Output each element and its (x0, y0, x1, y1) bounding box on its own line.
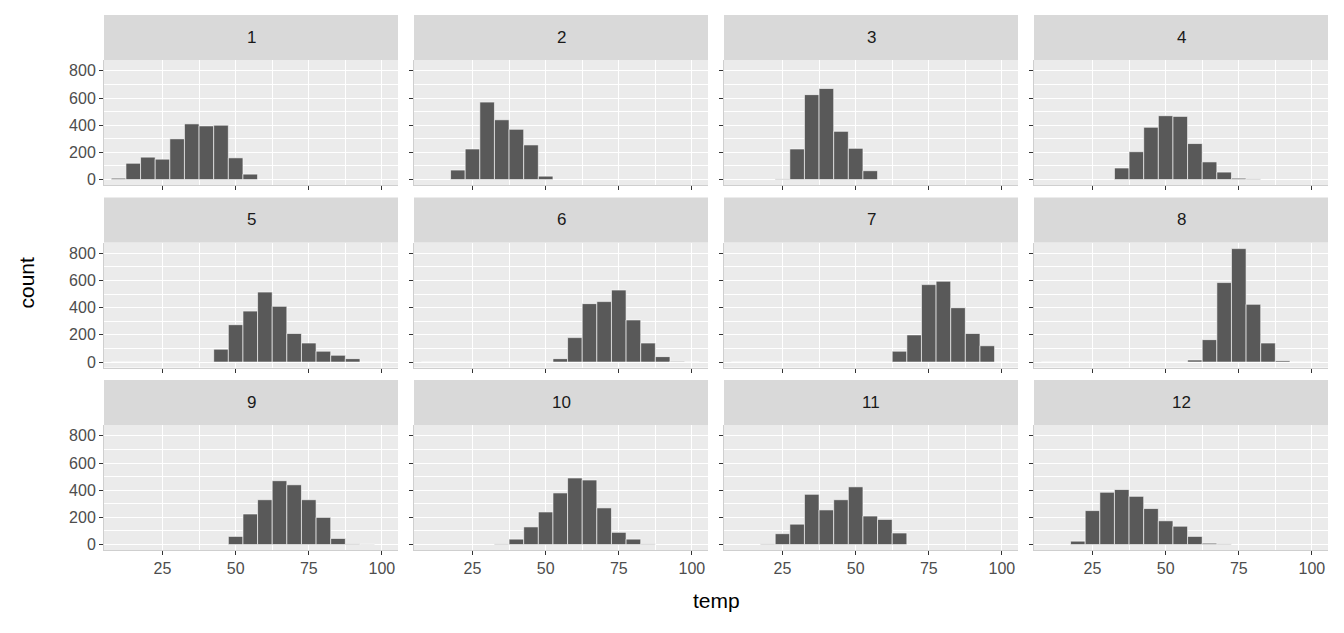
svg-text:100: 100 (679, 560, 706, 577)
svg-text:25: 25 (464, 560, 482, 577)
svg-text:800: 800 (69, 427, 96, 444)
svg-text:400: 400 (69, 299, 96, 316)
svg-text:100: 100 (1299, 560, 1326, 577)
svg-text:50: 50 (847, 560, 865, 577)
svg-text:1: 1 (247, 28, 256, 47)
svg-text:100: 100 (369, 560, 396, 577)
svg-text:12: 12 (1172, 393, 1191, 412)
svg-text:600: 600 (69, 272, 96, 289)
svg-text:4: 4 (1177, 28, 1186, 47)
svg-text:25: 25 (1084, 560, 1102, 577)
svg-text:temp: temp (693, 589, 740, 612)
svg-text:200: 200 (69, 144, 96, 161)
svg-text:600: 600 (69, 455, 96, 472)
svg-text:75: 75 (300, 560, 318, 577)
svg-text:9: 9 (247, 393, 256, 412)
svg-text:400: 400 (69, 482, 96, 499)
svg-text:8: 8 (1177, 210, 1186, 229)
svg-text:25: 25 (154, 560, 172, 577)
svg-text:200: 200 (69, 326, 96, 343)
svg-text:7: 7 (867, 210, 876, 229)
svg-text:10: 10 (552, 393, 571, 412)
svg-text:25: 25 (774, 560, 792, 577)
svg-text:5: 5 (247, 210, 256, 229)
svg-text:count: count (15, 257, 38, 309)
svg-text:6: 6 (557, 210, 566, 229)
svg-text:0: 0 (87, 354, 96, 371)
svg-text:800: 800 (69, 245, 96, 262)
svg-text:200: 200 (69, 509, 96, 526)
svg-text:11: 11 (862, 393, 880, 412)
svg-text:50: 50 (1157, 560, 1175, 577)
svg-text:0: 0 (87, 536, 96, 553)
svg-text:50: 50 (227, 560, 245, 577)
svg-text:0: 0 (87, 171, 96, 188)
svg-text:100: 100 (989, 560, 1016, 577)
svg-text:75: 75 (1230, 560, 1248, 577)
svg-text:400: 400 (69, 117, 96, 134)
svg-text:800: 800 (69, 62, 96, 79)
svg-text:75: 75 (920, 560, 938, 577)
svg-text:2: 2 (557, 28, 566, 47)
svg-text:3: 3 (867, 28, 876, 47)
svg-text:50: 50 (537, 560, 555, 577)
svg-text:600: 600 (69, 90, 96, 107)
svg-text:75: 75 (610, 560, 628, 577)
